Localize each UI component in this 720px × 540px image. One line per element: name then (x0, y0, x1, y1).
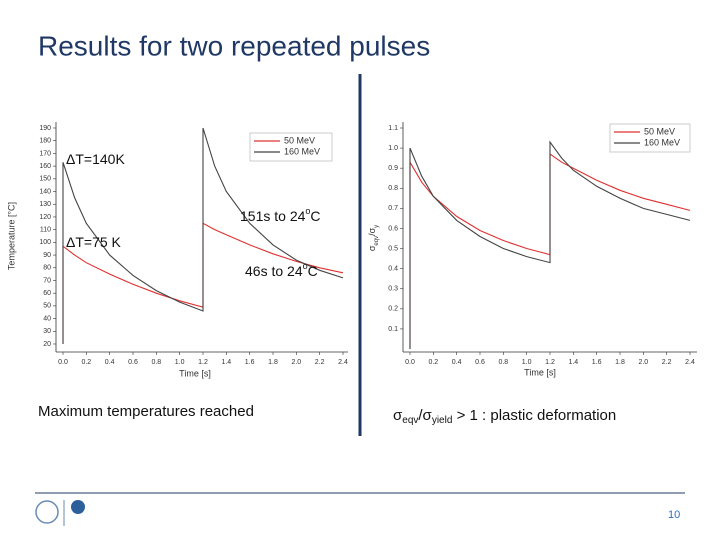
annotation-part: C (310, 208, 320, 224)
annotation-part: 151s to 24 (240, 208, 306, 224)
series-line (62, 127, 344, 344)
caption-subscript: eqv (402, 415, 418, 426)
caption-subscript: yield (432, 415, 453, 426)
y-tick-label: 0.3 (388, 286, 398, 293)
x-tick-label: 0.2 (428, 359, 438, 366)
x-tick-label: 0.4 (105, 359, 115, 366)
legend-label: 160 MeV (644, 137, 680, 147)
y-axis-label-part: y (374, 225, 380, 228)
y-tick-label: 0.7 (388, 205, 398, 212)
y-tick-label: 130 (39, 201, 51, 208)
x-tick-label: 0.8 (498, 359, 508, 366)
x-tick-label: 1.8 (268, 359, 278, 366)
y-tick-label: 0.6 (388, 225, 398, 232)
x-tick-label: 0.0 (405, 359, 415, 366)
page-number: 10 (668, 509, 680, 521)
x-tick-label: 0.4 (452, 359, 462, 366)
x-tick-label: 2.4 (685, 359, 695, 366)
y-tick-label: 40 (43, 315, 51, 322)
x-tick-label: 2.0 (638, 359, 648, 366)
annotation: 151s to 24oC (240, 206, 321, 223)
y-axis-label: σeqv/σy (367, 225, 379, 251)
y-tick-label: 110 (40, 226, 51, 233)
x-tick-label: 1.4 (568, 359, 578, 366)
caption-text: > 1 : plastic deformation (452, 407, 616, 424)
y-tick-label: 180 (39, 138, 51, 145)
annotation-part: C (308, 263, 318, 279)
logo-en (71, 500, 85, 514)
y-tick-label: 0.2 (388, 306, 398, 313)
y-axis-label: Temperature [°C] (6, 202, 16, 270)
chart: 0.1 0.2 0.3 0.4 0.5 0.6 0.7 0.8 0.9 1.0 1.1 0.0 0.2 0… (367, 122, 697, 377)
x-tick-label: 0.2 (81, 359, 91, 366)
y-tick-label: 170 (39, 150, 51, 157)
x-tick-label: 1.0 (522, 359, 532, 366)
x-tick-label: 1.0 (175, 359, 185, 366)
y-axis-label-part: σ (367, 245, 377, 251)
y-axis-label-part: /σ (367, 227, 377, 236)
annotation-part: 46s to 24 (245, 263, 303, 279)
y-tick-label: 70 (43, 277, 51, 284)
caption-text: σ (393, 407, 403, 424)
y-tick-label: 0.9 (388, 165, 398, 172)
x-axis-label: Time [s] (179, 368, 211, 378)
legend-box (249, 132, 333, 162)
chart: 20 30 40 50 60 70 80 90 100 110 120 130 140 150 160 170… (6, 122, 348, 378)
legend-label: 50 MeV (644, 126, 675, 136)
slide-title: Results for two repeated pulses (38, 30, 430, 61)
x-tick-label: 1.8 (615, 359, 625, 366)
y-tick-label: 120 (39, 214, 51, 221)
x-tick-label: 0.0 (58, 359, 68, 366)
x-tick-label: 2.2 (662, 359, 672, 366)
x-tick-label: 1.6 (245, 359, 255, 366)
y-tick-label: 60 (43, 290, 51, 297)
legend-label: 160 MeV (284, 146, 320, 156)
series-line (409, 140, 691, 349)
x-tick-label: 1.2 (198, 359, 208, 366)
y-tick-label: 1.1 (388, 125, 398, 132)
y-tick-label: 30 (43, 328, 51, 335)
x-tick-label: 2.2 (315, 359, 325, 366)
annotation-part: ΔT=140K (66, 151, 125, 167)
caption-text: /σ (418, 407, 432, 424)
x-tick-label: 2.0 (291, 359, 301, 366)
y-tick-label: 160 (39, 163, 51, 170)
y-axis-label-part: eqv (374, 236, 380, 246)
y-tick-label: 20 (43, 341, 51, 348)
y-tick-label: 0.4 (388, 265, 398, 272)
caption: Maximum temperatures reached (38, 403, 254, 420)
annotation: 46s to 24oC (245, 261, 318, 278)
y-tick-label: 0.5 (388, 245, 398, 252)
y-tick-label: 100 (39, 239, 51, 246)
caption-text: Maximum temperatures reached (38, 403, 254, 420)
x-axis-label: Time [s] (524, 367, 556, 377)
y-tick-label: 150 (39, 176, 51, 183)
annotation-part: o (303, 261, 308, 271)
y-tick-label: 140 (39, 188, 51, 195)
annotation: ΔT=140K (66, 151, 125, 167)
annotation-part: o (305, 206, 310, 216)
caption: σeqv/σyield > 1 : plastic deformation (393, 407, 616, 426)
x-tick-label: 0.6 (128, 359, 138, 366)
y-tick-label: 190 (39, 125, 51, 132)
y-tick-label: 50 (43, 303, 51, 310)
logo-cern (35, 500, 59, 524)
x-tick-label: 1.2 (545, 359, 555, 366)
x-tick-label: 1.6 (592, 359, 602, 366)
x-tick-label: 1.4 (221, 359, 231, 366)
legend-label: 50 MeV (284, 135, 315, 145)
y-tick-label: 0.1 (388, 326, 398, 333)
x-tick-label: 2.4 (338, 359, 348, 366)
annotation-part: ΔT=75 K (66, 234, 122, 250)
legend-box (609, 123, 691, 153)
y-tick-label: 0.8 (388, 185, 398, 192)
y-tick-label: 1.0 (388, 145, 398, 152)
x-tick-label: 0.8 (151, 359, 161, 366)
y-tick-label: 90 (43, 252, 51, 259)
x-tick-label: 0.6 (475, 359, 485, 366)
annotation: ΔT=75 K (66, 234, 122, 250)
y-tick-label: 80 (43, 265, 51, 272)
